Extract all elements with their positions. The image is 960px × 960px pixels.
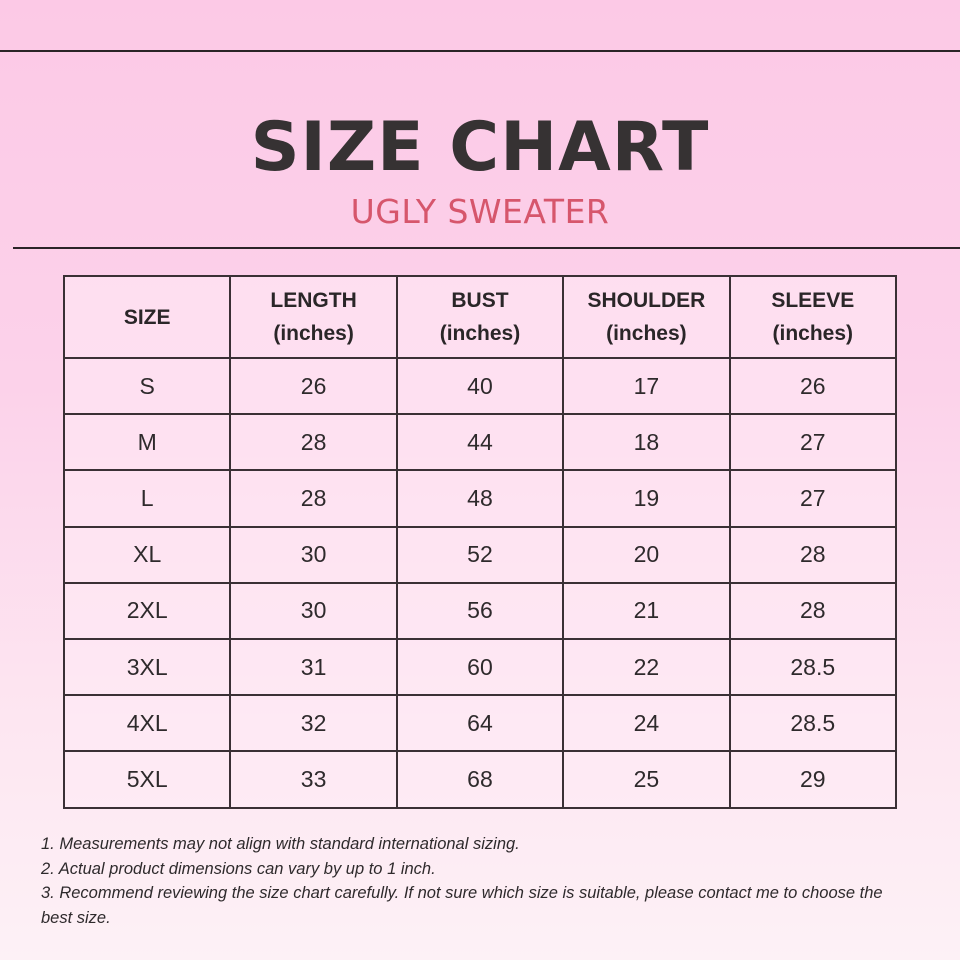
note: 2. Actual product dimensions can vary by… bbox=[41, 859, 436, 878]
table-cell: 28.5 bbox=[728, 694, 898, 753]
column-header-line: (inches) bbox=[606, 322, 687, 345]
table-cell: 21 bbox=[562, 581, 731, 640]
page-title: SIZE CHART bbox=[250, 108, 710, 187]
table-cell: 22 bbox=[562, 637, 731, 697]
table-cell: 26 bbox=[229, 356, 398, 416]
table-cell: 17 bbox=[562, 356, 731, 416]
table-cell: 28 bbox=[728, 525, 898, 584]
table-row: 4XL 32 64 24 28.5 bbox=[62, 694, 898, 753]
table-row: 5XL 33 68 25 29 bbox=[62, 750, 898, 809]
table-cell: S bbox=[62, 356, 232, 416]
table-cell: 40 bbox=[395, 356, 565, 416]
table-cell: 26 bbox=[728, 356, 898, 416]
table-row: 2XL 30 56 21 28 bbox=[62, 581, 898, 640]
table-cell: 20 bbox=[562, 525, 731, 584]
table-cell: 68 bbox=[395, 750, 565, 809]
column-header: SLEEVE (inches) bbox=[728, 275, 898, 359]
table-cell: 18 bbox=[562, 413, 731, 472]
table-cell: 52 bbox=[395, 525, 565, 584]
table-cell: 27 bbox=[728, 469, 898, 528]
column-header-line: (inches) bbox=[273, 322, 354, 345]
column-header-line: LENGTH bbox=[270, 289, 357, 312]
note: 1. Measurements may not align with stand… bbox=[41, 835, 520, 853]
table-cell: 28 bbox=[229, 413, 398, 472]
table-row: 3XL 31 60 22 28.5 bbox=[62, 637, 898, 697]
table-cell: 44 bbox=[395, 413, 565, 472]
table-row: XL 30 52 20 28 bbox=[62, 525, 898, 584]
table-cell: 28 bbox=[229, 469, 398, 528]
table-cell: 56 bbox=[395, 581, 565, 640]
size-table: SIZE LENGTH (inches) BUST (inches) SHOULDER (i… bbox=[62, 275, 898, 809]
column-header-line: (inches) bbox=[439, 322, 521, 345]
table-cell: M bbox=[62, 413, 232, 472]
column-header-line: SLEEVE bbox=[771, 289, 855, 312]
table-cell: 28.5 bbox=[728, 637, 898, 697]
column-header: SHOULDER (inches) bbox=[562, 275, 731, 359]
column-header-line: SIZE bbox=[123, 305, 171, 329]
column-header-line: SHOULDER bbox=[587, 289, 706, 312]
table-header-row: SIZE LENGTH (inches) BUST (inches) SHOULDER (i… bbox=[62, 275, 898, 359]
table-row: M 28 44 18 27 bbox=[62, 413, 898, 472]
table-cell: 2XL bbox=[62, 581, 232, 640]
table-cell: 19 bbox=[562, 469, 731, 528]
table-cell: XL bbox=[62, 525, 232, 584]
table-cell: 60 bbox=[395, 637, 565, 697]
top-divider bbox=[0, 50, 960, 52]
table-row: S 26 40 17 26 bbox=[62, 356, 898, 416]
table-row: L 28 48 19 27 bbox=[62, 469, 898, 528]
table-cell: 29 bbox=[728, 750, 898, 809]
title-divider bbox=[13, 247, 960, 249]
table-cell: 32 bbox=[229, 694, 398, 753]
table-cell: 31 bbox=[229, 637, 398, 697]
table-cell: 27 bbox=[728, 413, 898, 472]
note: 3. Recommend reviewing the size chart ca… bbox=[41, 884, 883, 927]
column-header: BUST (inches) bbox=[395, 275, 565, 359]
table-cell: 4XL bbox=[62, 694, 232, 753]
column-header-line: BUST bbox=[451, 289, 509, 312]
column-header-line: (inches) bbox=[772, 322, 854, 345]
table-cell: 30 bbox=[229, 525, 398, 584]
table-cell: 30 bbox=[229, 581, 398, 640]
table-cell: 28 bbox=[728, 581, 898, 640]
table-cell: 5XL bbox=[62, 750, 232, 809]
column-header: SIZE bbox=[62, 275, 232, 359]
page-subtitle: UGLY SWEATER bbox=[350, 192, 610, 231]
table-cell: 48 bbox=[395, 469, 565, 528]
table-cell: 24 bbox=[562, 694, 731, 753]
table-cell: 33 bbox=[229, 750, 398, 809]
table-cell: 64 bbox=[395, 694, 565, 753]
column-header: LENGTH (inches) bbox=[229, 275, 398, 359]
table-cell: 25 bbox=[562, 750, 731, 809]
table-cell: 3XL bbox=[62, 637, 232, 697]
table-cell: L bbox=[62, 469, 232, 528]
notes: 1. Measurements may not align with stand… bbox=[41, 832, 911, 930]
